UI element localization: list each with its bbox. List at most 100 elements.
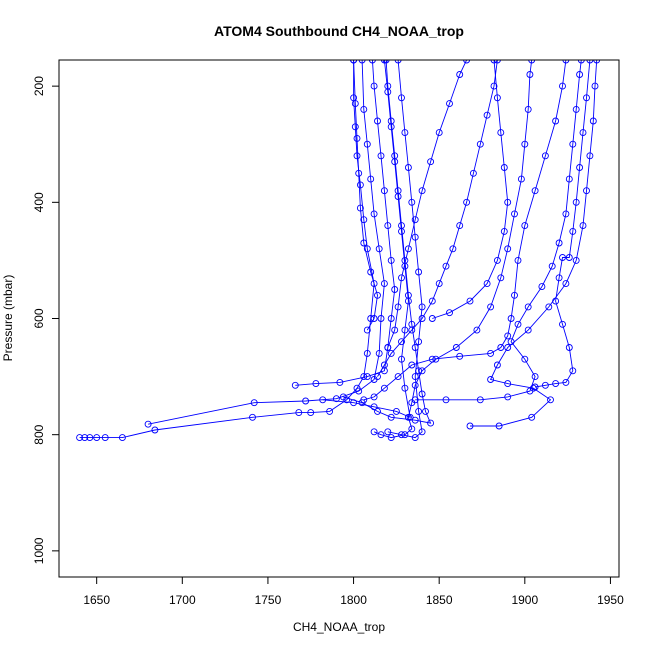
data-point	[93, 434, 101, 442]
profile-series-13	[384, 60, 471, 351]
data-point	[579, 129, 587, 137]
data-point	[493, 94, 501, 102]
data-point	[428, 315, 436, 322]
data-point	[387, 349, 395, 357]
data-point	[521, 355, 529, 363]
profile-series-14	[428, 60, 512, 322]
data-point	[370, 393, 378, 401]
data-point	[356, 204, 364, 212]
data-point	[524, 303, 532, 311]
data-point	[363, 245, 371, 253]
data-point	[291, 381, 299, 389]
data-point	[591, 82, 599, 90]
data-point	[356, 181, 364, 189]
data-point	[504, 380, 512, 388]
data-point	[411, 216, 419, 224]
profile-series-1	[76, 60, 378, 442]
data-point	[404, 164, 412, 171]
chart-title: ATOM4 Southbound CH4_NOAA_trop	[214, 23, 464, 39]
data-point	[583, 187, 590, 195]
profile-series-6	[360, 60, 570, 404]
data-point	[326, 407, 334, 415]
data-point	[370, 280, 378, 288]
profile-series-9	[339, 60, 435, 427]
data-point	[384, 344, 392, 351]
data-point	[500, 227, 508, 235]
data-point	[408, 425, 416, 433]
data-point	[411, 416, 419, 424]
data-point	[391, 286, 399, 293]
data-point	[493, 256, 501, 264]
data-point	[428, 297, 436, 305]
data-point	[548, 262, 556, 270]
data-point	[415, 407, 423, 415]
series-line	[470, 60, 598, 427]
series-line	[363, 60, 567, 401]
data-point	[387, 315, 395, 322]
data-point	[504, 332, 512, 340]
data-point	[358, 399, 366, 407]
data-point	[382, 60, 390, 64]
x-tick-label: 1850	[426, 593, 453, 607]
data-point	[490, 60, 498, 64]
series-line	[432, 60, 509, 319]
data-point	[432, 355, 440, 363]
data-point	[547, 396, 554, 404]
data-point	[86, 434, 94, 442]
series-line	[295, 60, 396, 386]
data-point	[387, 434, 395, 442]
data-point	[249, 413, 256, 421]
profile-series-8	[411, 60, 585, 404]
data-point	[589, 117, 597, 125]
y-tick-label: 200	[32, 76, 46, 96]
data-point	[411, 233, 419, 241]
profile-series-5	[384, 60, 426, 442]
data-point	[408, 198, 416, 206]
data-point	[572, 198, 580, 206]
data-point	[586, 152, 594, 160]
data-point	[415, 367, 423, 375]
data-point	[394, 373, 402, 381]
data-point	[565, 344, 573, 351]
data-point	[353, 134, 361, 142]
data-point	[404, 413, 412, 421]
data-point	[353, 152, 361, 160]
data-point	[466, 422, 474, 430]
data-point	[398, 94, 405, 102]
data-point	[336, 378, 344, 386]
data-point	[531, 373, 539, 381]
data-point	[576, 71, 584, 78]
data-point	[394, 303, 402, 311]
data-point	[358, 60, 366, 64]
data-point	[531, 383, 539, 391]
y-tick-label: 400	[32, 192, 46, 212]
data-point	[583, 94, 590, 102]
data-point	[360, 105, 368, 113]
data-point	[559, 82, 566, 90]
x-tick-label: 1800	[340, 593, 367, 607]
data-point	[363, 373, 371, 381]
data-point	[552, 117, 560, 125]
profile-series-2	[144, 60, 388, 428]
data-point	[380, 280, 388, 288]
data-point	[562, 210, 570, 218]
series-line	[353, 60, 378, 331]
data-point	[473, 326, 481, 334]
data-point	[493, 60, 501, 64]
profile-series-15	[374, 60, 501, 381]
data-point	[363, 349, 371, 357]
data-point	[374, 373, 381, 381]
series-line	[415, 60, 582, 401]
data-point	[469, 169, 477, 177]
data-point	[487, 376, 495, 383]
data-point	[307, 409, 315, 417]
data-point	[487, 349, 495, 357]
data-point	[392, 407, 400, 415]
data-point	[476, 396, 484, 404]
data-point	[374, 117, 381, 125]
profile-series-12	[350, 60, 381, 334]
y-axis: 200 400 600 800 1000	[32, 76, 59, 564]
series-line	[79, 60, 375, 439]
data-point	[562, 60, 570, 64]
data-point	[384, 428, 392, 436]
